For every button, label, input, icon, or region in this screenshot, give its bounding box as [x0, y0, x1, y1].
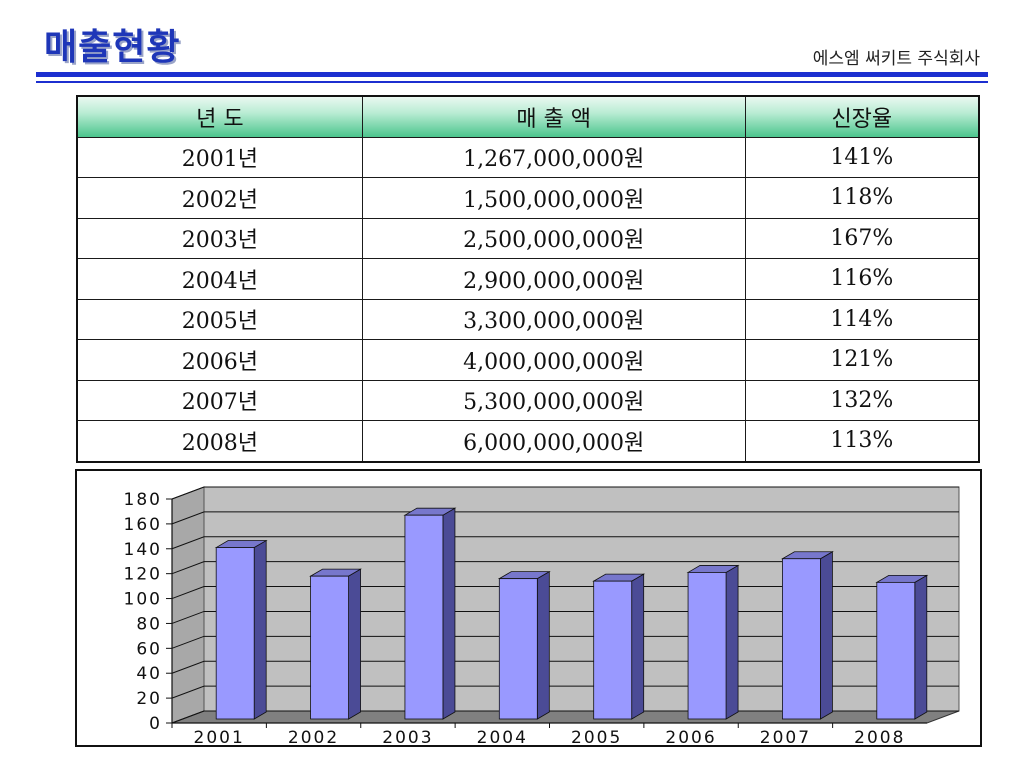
bar-2004: [498, 578, 538, 720]
growth-cell: 121%: [744, 339, 980, 381]
table-row: 2002년 1,500,000,000원 118%: [76, 177, 980, 219]
growth-cell: 141%: [744, 136, 980, 178]
year-cell: 2008년: [76, 420, 363, 462]
year-cell: 2004년: [76, 258, 363, 300]
y-tick-label: 120: [124, 565, 162, 585]
table-row: 2007년 5,300,000,000원 132%: [76, 379, 980, 421]
bar-2005: [593, 580, 633, 720]
x-tick-label: 2008: [854, 728, 905, 744]
year-cell: 2001년: [76, 136, 363, 178]
revenue-cell: 6,000,000,000원: [361, 420, 746, 462]
revenue-cell: 4,000,000,000원: [361, 339, 746, 381]
revenue-cell: 3,300,000,000원: [361, 298, 746, 340]
gridline: [171, 561, 959, 575]
growth-cell: 118%: [744, 177, 980, 219]
column-header-growth: 신장율: [744, 95, 980, 138]
bar-side: [442, 507, 456, 720]
growth-cell: 116%: [744, 258, 980, 300]
bar-side: [914, 574, 928, 720]
y-tick-label: 60: [136, 639, 162, 659]
year-cell: 2005년: [76, 298, 363, 340]
x-tick-label: 2001: [194, 728, 245, 744]
column-header-revenue: 매 출 액: [361, 95, 746, 138]
bar-2002: [310, 575, 349, 720]
table-header-row: 년 도 매 출 액 신장율: [76, 95, 980, 138]
y-tick-label: 160: [124, 515, 162, 535]
y-tick-label: 180: [124, 490, 162, 510]
bar-2008: [876, 581, 916, 720]
y-tick-label: 140: [124, 540, 162, 560]
x-tick-label: 2002: [288, 728, 339, 744]
x-tick-label: 2006: [665, 728, 716, 744]
chart-floor: [171, 710, 960, 724]
growth-bar-chart: 0 20 40 60 80 100 120 140 160 180 2001 2002 2003 2004…: [75, 469, 982, 747]
year-cell: 2003년: [76, 217, 363, 259]
page-title: 매출현황: [44, 27, 181, 68]
table-row: 2001년 1,267,000,000원 141%: [76, 136, 980, 178]
revenue-cell: 2,900,000,000원: [361, 258, 746, 300]
x-tick-label: 2004: [477, 728, 528, 744]
chart-canvas: 0 20 40 60 80 100 120 140 160 180 2001 2002 2003 2004…: [124, 486, 960, 744]
year-cell: 2007년: [76, 379, 363, 421]
table-row: 2004년 2,900,000,000원 116%: [76, 258, 980, 300]
header-rule-thin: [36, 81, 988, 83]
growth-cell: 167%: [744, 217, 980, 259]
gridline: [171, 536, 959, 550]
y-tick-label: 80: [136, 614, 162, 634]
bar-side: [348, 568, 361, 720]
bar-2003: [404, 514, 444, 720]
table-row: 2006년 4,000,000,000원 121%: [76, 339, 980, 381]
revenue-cell: 5,300,000,000원: [361, 379, 746, 421]
revenue-cell: 1,267,000,000원: [361, 136, 746, 178]
bar-2001: [215, 547, 255, 720]
bar-2007: [782, 558, 821, 720]
company-name: 에스엠 써키트 주식회사: [812, 49, 980, 69]
gridline: [171, 486, 959, 500]
y-tick-label: 40: [136, 664, 162, 684]
y-tick-label: 20: [136, 689, 162, 709]
year-cell: 2002년: [76, 177, 363, 219]
x-tick-label: 2007: [760, 728, 811, 744]
bar-side: [820, 551, 833, 720]
bar-side: [725, 564, 739, 720]
x-tick-label: 2003: [382, 728, 433, 744]
bar-side: [631, 573, 645, 720]
revenue-cell: 1,500,000,000원: [361, 177, 746, 219]
table-row: 2005년 3,300,000,000원 114%: [76, 298, 980, 340]
growth-cell: 114%: [744, 298, 980, 340]
bar-2006: [687, 572, 727, 720]
y-tick-label: 0: [149, 714, 162, 734]
header-rule-thick: [36, 72, 988, 77]
table-row: 2003년 2,500,000,000원 167%: [76, 217, 980, 259]
bar-side: [536, 570, 550, 720]
bar-side: [253, 539, 267, 720]
x-tick-label: 2005: [571, 728, 622, 744]
growth-cell: 132%: [744, 379, 980, 421]
column-header-year: 년 도: [76, 95, 363, 138]
revenue-cell: 2,500,000,000원: [361, 217, 746, 259]
table-row: 2008년 6,000,000,000원 113%: [76, 420, 980, 462]
gridline: [171, 511, 959, 525]
growth-cell: 113%: [744, 420, 980, 462]
sales-table: 년 도 매 출 액 신장율 2001년 1,267,000,000원 141% …: [76, 95, 980, 463]
year-cell: 2006년: [76, 339, 363, 381]
y-tick-label: 100: [124, 590, 162, 610]
